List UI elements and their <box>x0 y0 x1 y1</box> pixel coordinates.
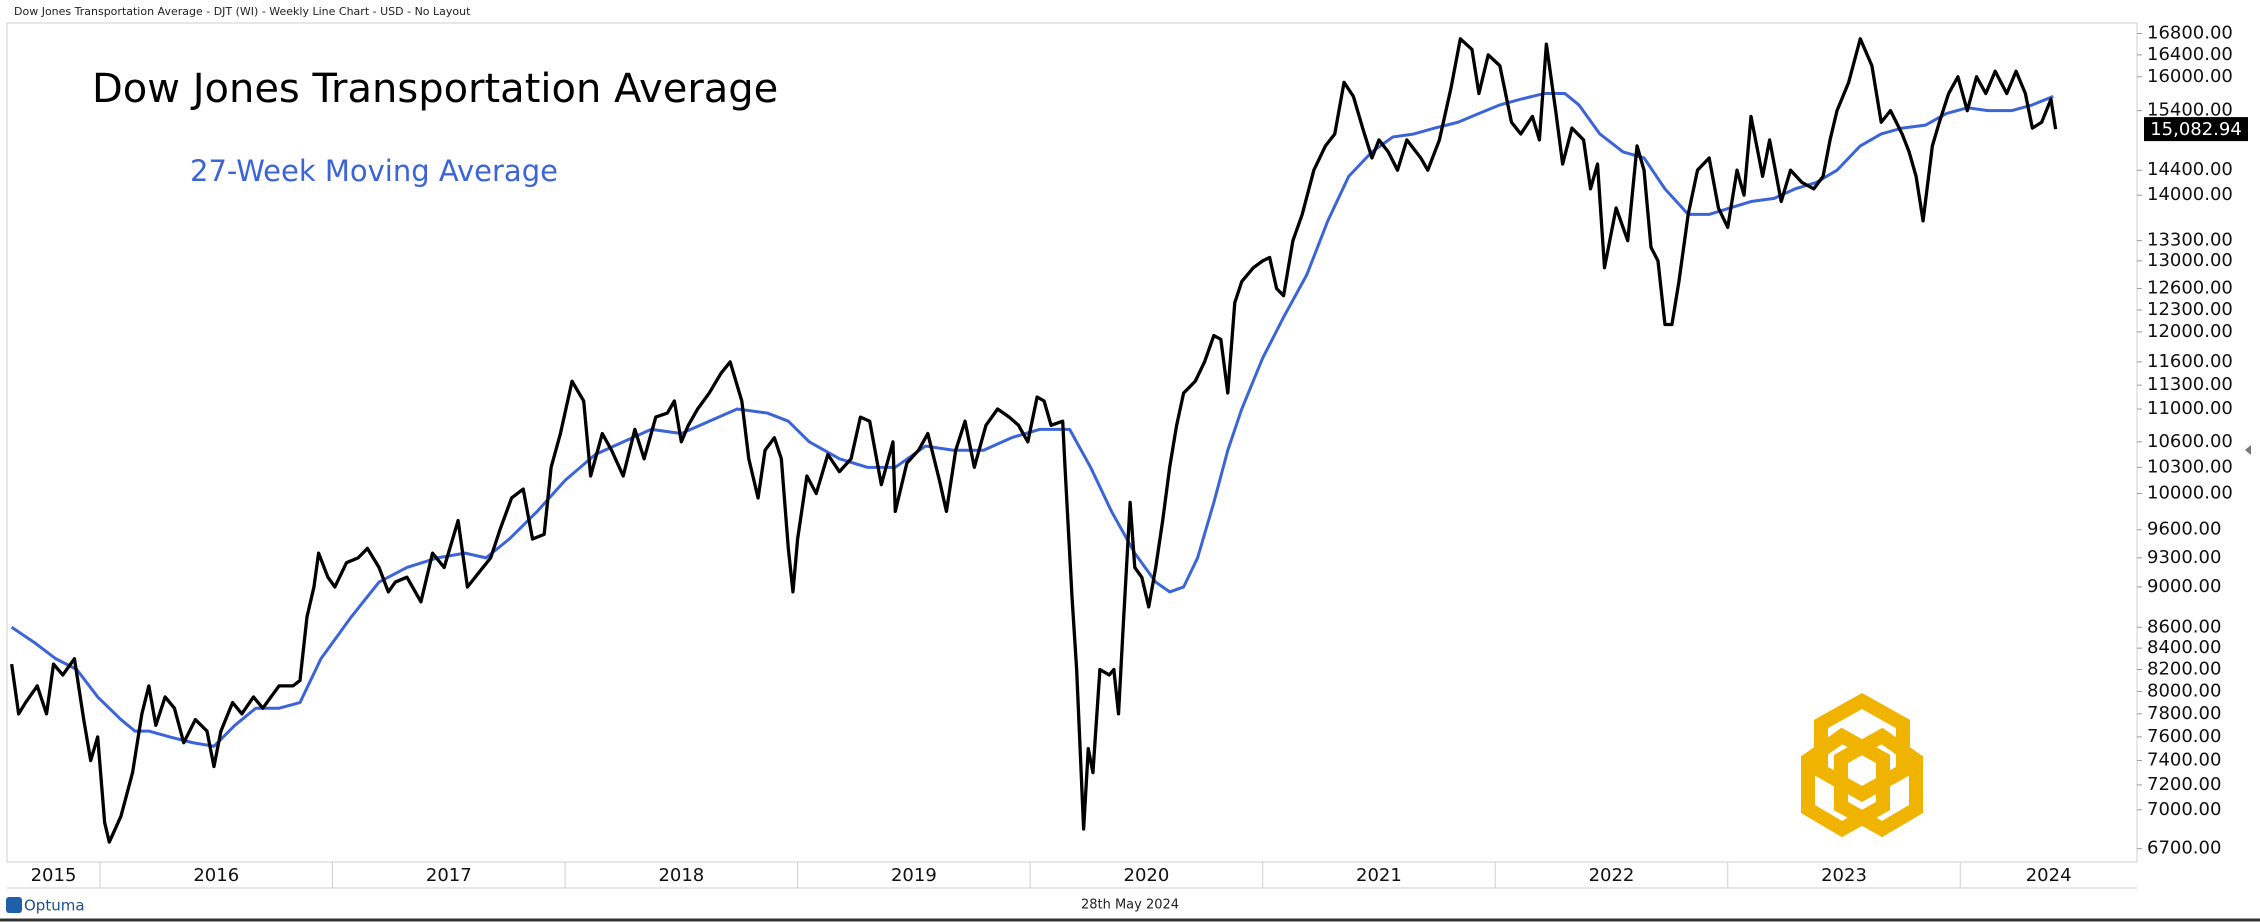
collapse-arrow[interactable] <box>2245 445 2251 455</box>
y-tick-label: 8200.00 <box>2147 659 2221 680</box>
y-tick-label: 14400.00 <box>2147 159 2233 180</box>
legend-entry: 27-Week Moving Average <box>190 154 558 188</box>
last-value-box <box>2144 117 2248 142</box>
legend-entry: Dow Jones Transportation Average <box>92 66 778 112</box>
last-value-label: 15,082.94 <box>2150 119 2242 140</box>
y-tick-label: 9000.00 <box>2147 576 2221 597</box>
y-tick-label: 16400.00 <box>2147 44 2233 65</box>
y-tick-label: 10000.00 <box>2147 483 2233 504</box>
y-tick-label: 7000.00 <box>2147 799 2221 820</box>
y-tick-label: 16000.00 <box>2147 66 2233 87</box>
y-tick-label: 8000.00 <box>2147 680 2221 701</box>
y-tick-label: 12300.00 <box>2147 299 2233 320</box>
x-tick-label: 2018 <box>658 865 704 886</box>
x-tick-label: 2020 <box>1124 865 1170 886</box>
y-tick-label: 8600.00 <box>2147 616 2221 637</box>
plot-lines <box>10 37 2058 844</box>
y-tick-label: 7800.00 <box>2147 703 2221 724</box>
x-tick-label: 2019 <box>891 865 937 886</box>
y-tick-label: 9600.00 <box>2147 519 2221 540</box>
x-tick-label: 2023 <box>1821 865 1867 886</box>
y-tick-label: 11600.00 <box>2147 351 2233 372</box>
x-tick-label: 2024 <box>2026 865 2072 886</box>
x-tick-label: 2016 <box>193 865 239 886</box>
series-line <box>10 37 2058 844</box>
y-tick-label: 7600.00 <box>2147 726 2221 747</box>
y-tick-label: 9300.00 <box>2147 547 2221 568</box>
x-tick-label: 2017 <box>426 865 472 886</box>
y-tick-label: 13300.00 <box>2147 230 2233 251</box>
y-tick-label: 12600.00 <box>2147 278 2233 299</box>
y-tick-label: 10300.00 <box>2147 456 2233 477</box>
y-tick-label: 10600.00 <box>2147 431 2233 452</box>
y-tick-label: 8400.00 <box>2147 637 2221 658</box>
y-tick-label: 11000.00 <box>2147 398 2233 419</box>
y-tick-label: 7200.00 <box>2147 774 2221 795</box>
x-tick-label: 2021 <box>1356 865 1402 886</box>
y-tick-label: 7400.00 <box>2147 750 2221 771</box>
y-tick-label: 15400.00 <box>2147 100 2233 121</box>
date-label: 28th May 2024 <box>1081 898 1179 913</box>
y-tick-label: 16800.00 <box>2147 22 2233 43</box>
header-title: Dow Jones Transportation Average - DJT (… <box>14 5 471 18</box>
brand-name: Optuma <box>24 897 85 915</box>
y-tick-label: 12000.00 <box>2147 321 2233 342</box>
plot-frame <box>6 22 2138 863</box>
y-tick-label: 14000.00 <box>2147 184 2233 205</box>
y-tick-label: 13000.00 <box>2147 250 2233 271</box>
y-tick-label: 6700.00 <box>2147 838 2221 859</box>
brand-icon <box>6 897 22 913</box>
brand: Optuma <box>6 897 85 915</box>
y-tick-label: 11300.00 <box>2147 374 2233 395</box>
x-tick-label: 2015 <box>31 865 77 886</box>
x-tick-label: 2022 <box>1589 865 1635 886</box>
watermark-logo <box>1801 692 1923 838</box>
